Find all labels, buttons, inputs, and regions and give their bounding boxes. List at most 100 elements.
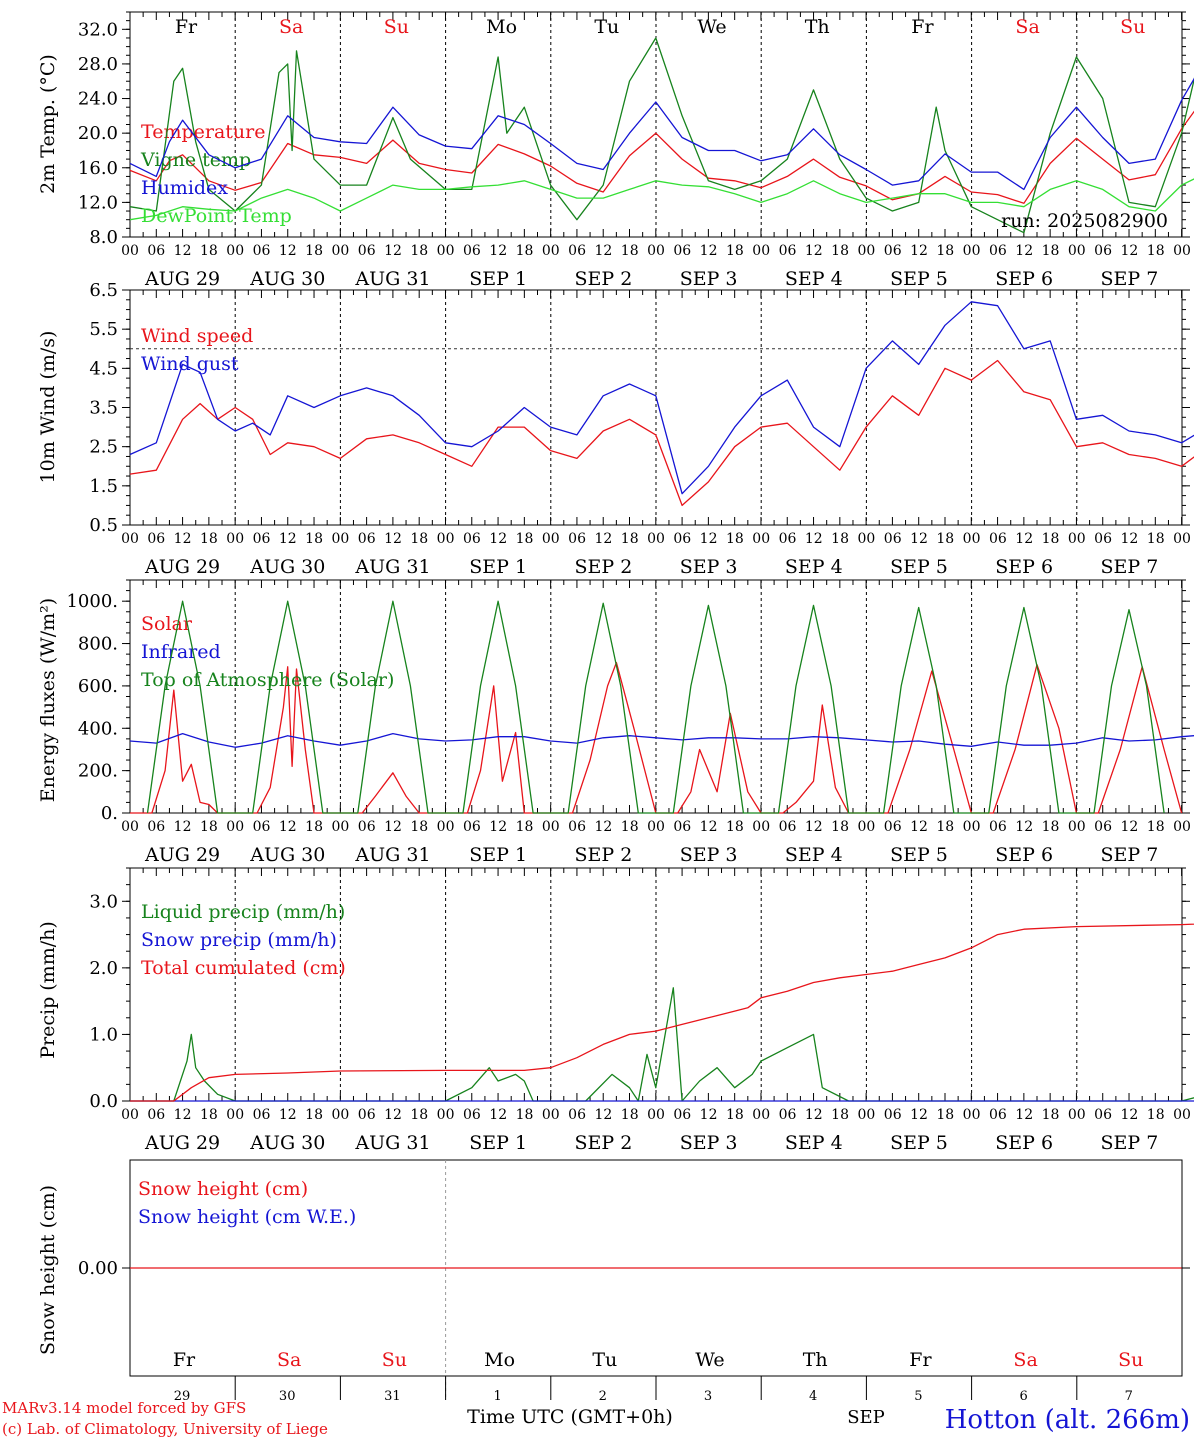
date-label: SEP 7 — [1100, 844, 1158, 866]
month-label: SEP — [847, 1407, 885, 1428]
y-tick-label: 0.5 — [89, 515, 118, 536]
hour-label: 00 — [647, 1107, 665, 1123]
legend-entry: Liquid precip (mm/h) — [141, 901, 345, 923]
series-line-top-of-atmosphere-solar- — [146, 600, 1165, 814]
hour-label: 00 — [1068, 531, 1086, 547]
series-line-vigne-temp — [129, 37, 1194, 234]
lab-credit: (c) Lab. of Climatology, University of L… — [2, 1420, 328, 1438]
weekday-label: Su — [1118, 1349, 1143, 1371]
hour-label: 18 — [1147, 531, 1165, 547]
hour-label: 06 — [463, 1107, 481, 1123]
hour-label: 18 — [726, 1107, 744, 1123]
date-number-label: 29 — [174, 1389, 191, 1404]
hour-label: 18 — [831, 243, 849, 259]
weekday-label: Fr — [911, 16, 934, 38]
y-tick-label: 1.5 — [89, 476, 118, 497]
weekday-label: Sa — [1013, 1349, 1037, 1371]
hour-label: 00 — [1173, 531, 1191, 547]
hour-label: 00 — [963, 243, 981, 259]
hour-label: 06 — [358, 819, 376, 835]
y-tick-label: 0.00 — [78, 1258, 118, 1279]
hour-label: 12 — [805, 819, 823, 835]
y-tick-label: 800. — [78, 634, 118, 655]
hour-label: 00 — [1068, 243, 1086, 259]
hour-label: 12 — [1120, 243, 1138, 259]
hour-label: 12 — [1015, 531, 1033, 547]
hour-label: 18 — [516, 243, 534, 259]
y-axis-label: 2m Temp. (°C) — [37, 54, 59, 194]
date-label: AUG 31 — [354, 844, 430, 866]
weekday-label: Tu — [592, 1349, 617, 1371]
hour-label: 00 — [1173, 819, 1191, 835]
y-tick-label: 0.0 — [89, 1091, 118, 1112]
legend-entry: Snow height (cm) — [138, 1178, 308, 1200]
hour-label: 06 — [779, 531, 797, 547]
y-tick-label: 1.0 — [89, 1024, 118, 1045]
date-label: SEP 4 — [785, 844, 843, 866]
hour-label: 18 — [1147, 819, 1165, 835]
legend-entry: Wind speed — [141, 325, 253, 347]
series-line-solar — [130, 661, 1183, 814]
y-tick-label: 400. — [78, 718, 118, 739]
hour-label: 06 — [884, 819, 902, 835]
hour-label: 12 — [384, 243, 402, 259]
date-label: SEP 5 — [890, 556, 948, 578]
hour-label: 00 — [1173, 1107, 1191, 1123]
hour-label: 06 — [358, 1107, 376, 1123]
hour-label: 18 — [831, 531, 849, 547]
date-label: SEP 7 — [1100, 268, 1158, 290]
hour-label: 12 — [384, 1107, 402, 1123]
hour-label: 06 — [1094, 819, 1112, 835]
hour-label: 00 — [121, 243, 139, 259]
hour-label: 00 — [752, 243, 770, 259]
hour-label: 18 — [305, 1107, 323, 1123]
hour-label: 18 — [936, 243, 954, 259]
hour-label: 00 — [542, 243, 560, 259]
hour-label: 06 — [568, 531, 586, 547]
hour-label: 06 — [463, 819, 481, 835]
hour-label: 18 — [1042, 819, 1060, 835]
hour-label: 00 — [1068, 819, 1086, 835]
hour-label: 18 — [726, 819, 744, 835]
hour-label: 18 — [1147, 1107, 1165, 1123]
hour-label: 00 — [542, 1107, 560, 1123]
series-line-dewpoint-temp — [129, 178, 1194, 221]
y-tick-label: 20.0 — [78, 123, 118, 144]
y-tick-label: 32.0 — [78, 19, 118, 40]
hour-label: 12 — [700, 243, 718, 259]
hour-label: 12 — [174, 1107, 192, 1123]
hour-label: 12 — [489, 819, 507, 835]
hour-label: 18 — [200, 531, 218, 547]
hour-label: 06 — [884, 1107, 902, 1123]
date-label: SEP 2 — [574, 844, 632, 866]
hour-label: 12 — [700, 531, 718, 547]
hour-label: 00 — [226, 531, 244, 547]
hour-label: 12 — [279, 1107, 297, 1123]
hour-label: 06 — [1094, 1107, 1112, 1123]
legend-entry: Top of Atmosphere (Solar) — [141, 669, 394, 691]
hour-label: 18 — [936, 1107, 954, 1123]
date-number-label: 30 — [279, 1389, 296, 1404]
panel-2: 0.5 1.5 2.5 3.5 4.5 5.5 6.5 10m Wind (m/s) Wind … — [37, 280, 1194, 578]
hour-label: 18 — [516, 1107, 534, 1123]
hour-label: 06 — [884, 243, 902, 259]
date-label: AUG 30 — [249, 268, 325, 290]
hour-label: 00 — [857, 1107, 875, 1123]
hour-label: 12 — [910, 1107, 928, 1123]
date-label: AUG 30 — [249, 844, 325, 866]
date-label: SEP 6 — [995, 844, 1053, 866]
hour-label: 06 — [568, 1107, 586, 1123]
hour-label: 18 — [410, 531, 428, 547]
hour-label: 12 — [1120, 819, 1138, 835]
date-label: SEP 4 — [785, 1132, 843, 1154]
hour-label: 18 — [831, 819, 849, 835]
date-label: SEP 2 — [574, 556, 632, 578]
legend-entry: Wind gust — [141, 353, 239, 375]
legend-entry: Vigne temp — [140, 149, 251, 171]
hour-label: 06 — [253, 1107, 271, 1123]
hour-label: 18 — [516, 531, 534, 547]
weekday-label: Su — [384, 16, 409, 38]
hour-label: 00 — [331, 1107, 349, 1123]
series-line-wind-gust — [129, 301, 1194, 495]
hour-label: 00 — [963, 531, 981, 547]
